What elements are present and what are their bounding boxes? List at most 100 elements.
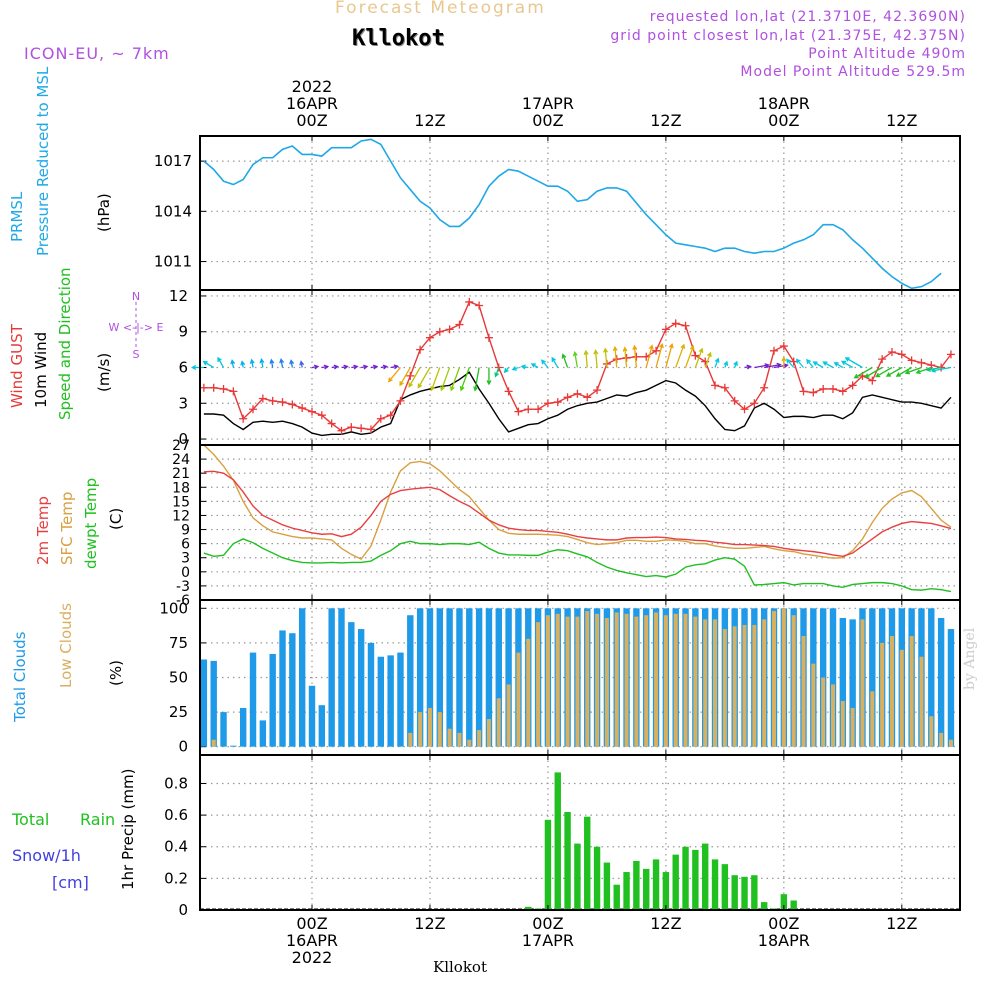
wind-direction-arrow <box>520 364 529 370</box>
gust-marker <box>563 393 572 402</box>
top-time-label: 00Z <box>768 111 799 130</box>
low-cloud-bar <box>545 615 550 747</box>
wind-direction-arrow <box>541 359 549 368</box>
wind-direction-arrow <box>511 366 519 371</box>
wind-direction-arrow <box>217 356 225 368</box>
compass-s: S <box>133 348 140 361</box>
bottom-time-label: 12Z <box>414 914 445 933</box>
gust-marker <box>632 352 641 361</box>
total-cloud-bar <box>259 720 267 747</box>
gust-marker <box>917 358 926 367</box>
precip-bar <box>790 900 797 910</box>
low-cloud-bar <box>683 613 688 747</box>
wind-direction-arrow <box>786 358 795 368</box>
grid-point-coords: grid point closest lon,lat (21.375E, 42.… <box>610 28 966 44</box>
wind-direction-arrow <box>704 351 712 368</box>
gust-marker <box>249 405 258 414</box>
low-cloud-bar <box>604 617 609 747</box>
precip-bar <box>731 875 738 910</box>
wind-direction-arrow <box>341 364 349 370</box>
low-cloud-bar <box>850 707 855 747</box>
total-cloud-bar <box>298 608 306 747</box>
wind-direction-arrow <box>714 357 720 368</box>
panel-frame-temperature <box>199 444 961 601</box>
gust-marker <box>652 346 661 355</box>
wind-speed-line <box>203 371 952 437</box>
sfctemp-series-line <box>203 445 952 561</box>
y-tick-label: 0.6 <box>164 806 188 824</box>
wind-direction-arrow <box>572 350 579 368</box>
bottom-time-label: 12Z <box>886 914 917 933</box>
gust-marker <box>583 393 592 402</box>
gust-marker <box>514 407 523 416</box>
gust-marker <box>376 414 385 423</box>
total-cloud-bar <box>426 608 434 747</box>
precip-bar <box>613 884 620 910</box>
total-cloud-bar <box>387 655 394 747</box>
low-cloud-bar <box>467 739 472 747</box>
y-tick-label: 15 <box>172 494 190 510</box>
wind-direction-arrow <box>399 367 411 387</box>
wind-direction-arrow <box>875 366 893 378</box>
gust-marker <box>209 383 218 392</box>
wind-direction-arrow <box>781 356 787 368</box>
total-cloud-bar <box>220 712 227 747</box>
low-cloud-bar <box>673 613 678 747</box>
footer-location-label: Kllokot <box>433 958 487 976</box>
total-cloud-bar <box>495 608 502 747</box>
low-cloud-bar <box>663 615 668 747</box>
wind-direction-arrow <box>840 360 853 369</box>
low-cloud-bar <box>565 616 570 747</box>
low-cloud-bar <box>516 652 521 747</box>
total-cloud-bar <box>485 608 493 747</box>
low-cloud-bar <box>585 611 590 747</box>
compass-n: N <box>132 290 140 303</box>
low-cloud-bar <box>762 619 767 747</box>
y-tick-label: 3 <box>181 551 190 567</box>
total-cloud-bar <box>357 629 365 747</box>
gust-marker <box>543 399 552 408</box>
total-cloud-bar <box>397 652 404 747</box>
wind-direction-arrow <box>632 344 638 368</box>
gust-marker <box>838 387 847 396</box>
temp-ylabel-dewpt: dewpt Temp <box>82 478 100 569</box>
gust-marker <box>828 384 837 393</box>
gust-marker <box>278 398 287 407</box>
wind-direction-arrow <box>279 358 285 368</box>
top-time-label: 12Z <box>650 111 681 130</box>
wind-direction-arrow <box>190 365 204 370</box>
total-cloud-bar <box>289 633 296 747</box>
gust-marker <box>337 426 346 435</box>
low-cloud-bar <box>722 629 727 747</box>
wind-direction-arrow <box>603 347 609 368</box>
y-tick-label: 100 <box>159 599 188 617</box>
clouds-bars-group <box>200 608 955 747</box>
wind-direction-arrow <box>321 364 330 370</box>
precip-bar <box>623 872 630 910</box>
precip-ylabel-group: 1hr Precip (mm) <box>119 769 137 890</box>
low-cloud-bar <box>811 663 816 747</box>
precip-bar <box>554 772 561 910</box>
low-cloud-bar <box>624 613 629 747</box>
low-cloud-bar <box>555 613 560 747</box>
gust-marker <box>750 399 759 408</box>
wind-direction-arrow <box>561 353 569 368</box>
gust-marker <box>396 396 405 405</box>
wind-direction-arrow <box>249 358 255 368</box>
wind-direction-arrow <box>387 367 401 383</box>
gust-marker <box>691 351 700 360</box>
total-cloud-bar <box>869 608 876 747</box>
wind-direction-arrow <box>612 345 618 368</box>
wind-direction-arrow <box>440 367 451 392</box>
y-tick-label: 18 <box>172 480 190 496</box>
low-cloud-bar <box>860 619 865 747</box>
precip-bar <box>721 864 729 910</box>
wind-direction-arrow <box>361 364 369 370</box>
wind-direction-arrow <box>530 363 539 369</box>
precip-label-cm: [cm] <box>52 873 89 892</box>
precip-bar <box>584 816 591 910</box>
total-cloud-bar <box>230 745 237 747</box>
total-cloud-bar <box>466 608 473 747</box>
gust-marker <box>357 424 366 433</box>
precip-bar <box>633 860 640 910</box>
